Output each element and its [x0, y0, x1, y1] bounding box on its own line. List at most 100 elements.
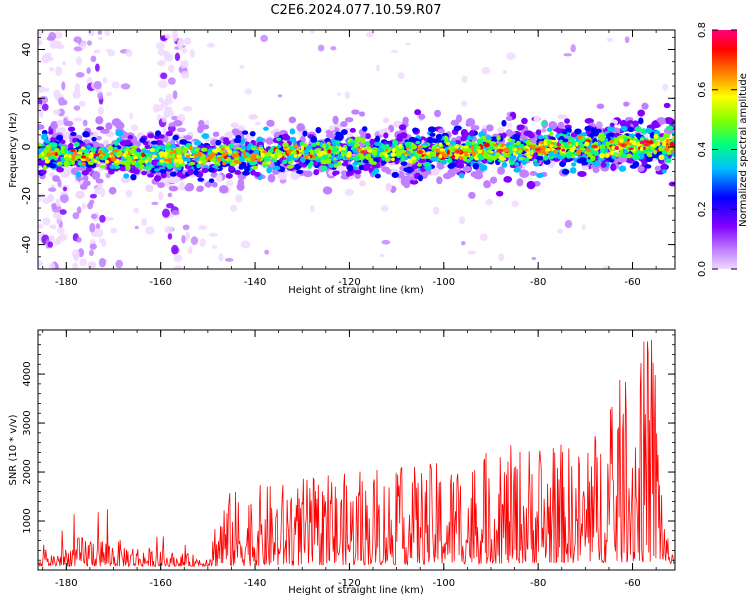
heatmap-cell: [81, 170, 89, 176]
heatmap-cell: [656, 117, 666, 125]
heatmap-cell: [620, 153, 628, 158]
heatmap-cell: [164, 226, 174, 234]
heatmap-cell: [625, 153, 633, 159]
heatmap-cell: [177, 150, 182, 155]
heatmap-cell: [91, 171, 101, 180]
heatmap-cell: [272, 165, 281, 171]
heatmap-cell: [381, 155, 386, 161]
heatmap-cell: [381, 160, 387, 165]
heatmap-cell: [93, 190, 101, 195]
heatmap-cell: [151, 201, 159, 206]
heatmap-cell: [159, 159, 165, 163]
heatmap-cell: [454, 140, 462, 146]
heatmap-cell: [592, 166, 600, 174]
heatmap-cell: [382, 117, 390, 124]
heatmap-cell: [96, 126, 105, 131]
heatmap-cell: [501, 119, 507, 127]
heatmap-cell: [81, 162, 86, 166]
heatmap-cell: [653, 149, 658, 155]
heatmap-cell: [62, 61, 67, 66]
heatmap-cell: [38, 103, 43, 112]
heatmap-cell: [521, 117, 528, 125]
heatmap-cell: [105, 122, 113, 131]
heatmap-cell: [607, 126, 616, 133]
heatmap-cell: [641, 102, 649, 110]
heatmap-cell: [238, 156, 246, 163]
heatmap-cell: [208, 83, 214, 87]
x-tick-label: -80: [530, 277, 546, 288]
heatmap-cell: [636, 142, 640, 147]
heatmap-cell: [56, 134, 64, 141]
heatmap-cell: [238, 161, 242, 165]
heatmap-cell: [556, 128, 563, 135]
heatmap-cell: [650, 144, 657, 148]
heatmap-cell: [530, 150, 534, 156]
heatmap-cell: [535, 129, 542, 136]
heatmap-cell: [230, 122, 239, 129]
heatmap-cell: [41, 130, 48, 135]
heatmap-cell: [194, 140, 202, 146]
heatmap-peak: [498, 149, 502, 152]
heatmap-cell: [119, 160, 127, 165]
heatmap-cell: [266, 166, 272, 174]
heatmap-cell: [254, 121, 261, 126]
heatmap-cell: [142, 166, 150, 170]
heatmap-cell: [670, 148, 675, 153]
heatmap-cell: [152, 103, 160, 113]
heatmap-cell: [237, 178, 245, 188]
heatmap-cell: [465, 140, 472, 147]
x-tick-label: -160: [149, 277, 172, 288]
heatmap-cell: [417, 174, 424, 182]
heatmap-cell: [385, 182, 392, 192]
heatmap-cell: [438, 142, 443, 147]
heatmap-cell: [189, 49, 195, 59]
heatmap-cell: [335, 140, 341, 144]
heatmap-cell: [215, 174, 223, 183]
heatmap-cell: [108, 186, 117, 195]
heatmap-cell: [225, 173, 233, 179]
heatmap-cell: [81, 155, 86, 159]
heatmap-cell: [55, 66, 63, 76]
heatmap-cell: [86, 156, 90, 163]
heatmap-cell: [666, 144, 670, 149]
heatmap-cell: [470, 145, 475, 151]
heatmap-cell: [605, 153, 610, 158]
x-tick-label: -120: [338, 578, 361, 589]
heatmap-cell: [125, 147, 130, 152]
heatmap-cell: [483, 142, 490, 148]
heatmap-cell: [141, 152, 145, 157]
heatmap-cell: [95, 116, 104, 125]
heatmap-cell: [93, 153, 100, 156]
heatmap-cell: [48, 235, 55, 241]
heatmap-cell: [346, 164, 354, 172]
heatmap-cell: [81, 202, 87, 210]
heatmap-cell: [250, 156, 256, 162]
heatmap-cell: [189, 161, 196, 166]
heatmap-cell: [38, 31, 44, 36]
heatmap-cell: [171, 115, 179, 121]
heatmap-cell: [47, 194, 55, 203]
heatmap-cell: [610, 163, 617, 172]
heatmap-cell: [637, 109, 646, 117]
heatmap-cell: [152, 154, 158, 158]
heatmap-cell: [86, 40, 93, 46]
heatmap-cell: [75, 56, 83, 66]
heatmap-cell: [638, 117, 644, 125]
heatmap-cell: [56, 214, 63, 225]
heatmap-cell: [72, 137, 78, 144]
heatmap-cell: [600, 147, 605, 154]
heatmap-cell: [278, 150, 282, 154]
heatmap-cell: [219, 185, 229, 194]
heatmap-cell: [97, 36, 104, 41]
heatmap-cell: [408, 136, 417, 143]
heatmap-cell: [561, 168, 570, 175]
heatmap-cell: [123, 173, 130, 179]
heatmap-cell: [404, 142, 409, 146]
heatmap-cell: [602, 265, 610, 269]
snr-frame: [37, 329, 676, 571]
heatmap-cell: [302, 130, 308, 137]
heatmap-cell: [76, 206, 82, 214]
heatmap-cell: [432, 206, 440, 216]
heatmap-cell: [133, 207, 140, 214]
heatmap-cell: [206, 42, 216, 48]
